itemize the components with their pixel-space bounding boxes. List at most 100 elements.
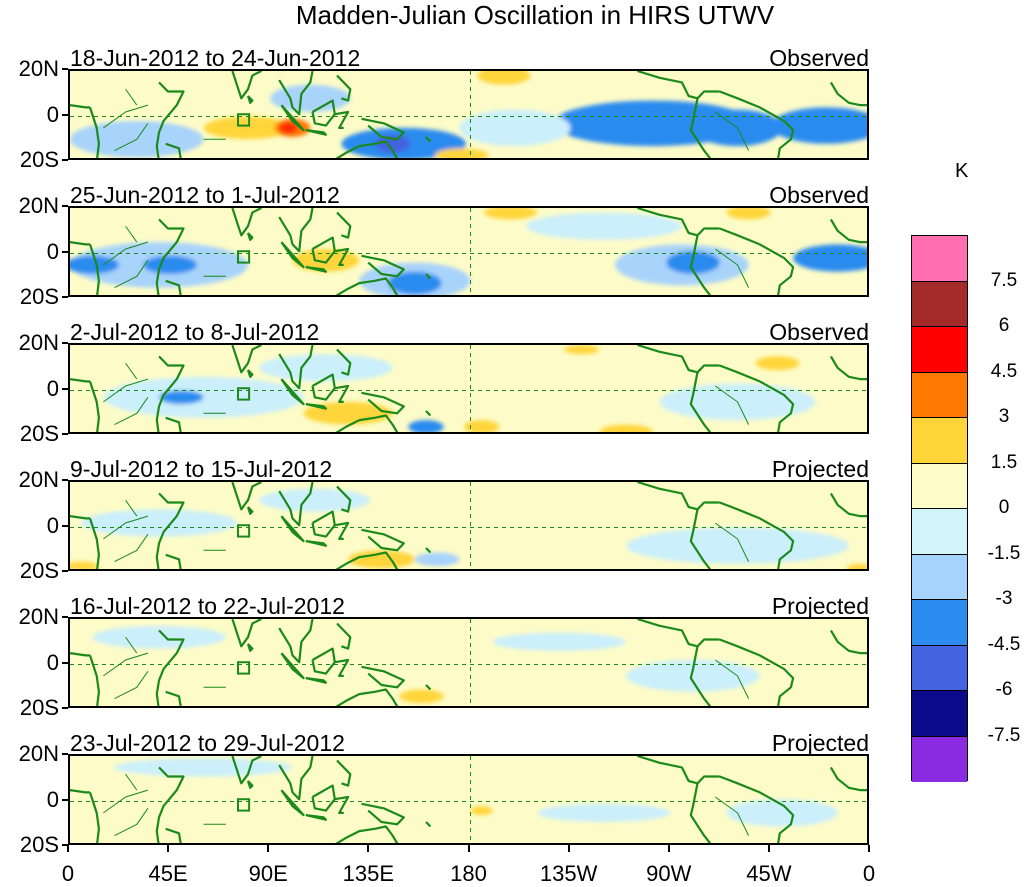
coastline (311, 236, 336, 264)
country-border (125, 225, 138, 243)
coastline (280, 104, 305, 132)
coastline (305, 266, 327, 273)
coastline (246, 506, 254, 515)
coastline (829, 218, 867, 244)
colorbar-swatch (912, 372, 967, 418)
anomaly-region-yellow (483, 208, 538, 220)
colorbar-swatch (912, 509, 967, 555)
anomaly-region-yellow (726, 208, 771, 220)
panel-period-label: 9-Jul-2012 to 15-Jul-2012 (70, 456, 333, 482)
colorbar-label: 1.5 (990, 451, 1018, 473)
coastline (155, 218, 185, 295)
coastline (70, 515, 90, 520)
coastline (278, 71, 314, 116)
y-tick (62, 798, 68, 801)
anomaly-map (70, 756, 867, 843)
y-tick (62, 250, 68, 253)
y-tick-label: 0 (46, 512, 59, 538)
coastline (719, 501, 795, 569)
coastline (165, 690, 182, 706)
coastline (88, 792, 100, 843)
country-border (103, 378, 149, 403)
country-border (103, 789, 149, 814)
y-tick-label: 0 (46, 101, 59, 127)
colorbar-label: -3 (995, 588, 1013, 609)
coastline (335, 414, 399, 432)
coastline (155, 81, 185, 158)
map-panel-3: 2-Jul-2012 to 8-Jul-2012 Observed 20N 0 20S (19, 320, 869, 445)
anomaly-region-yellow (434, 148, 489, 158)
anomaly-region-med-blue (414, 552, 460, 567)
y-tick (62, 753, 68, 755)
coastline (278, 619, 314, 664)
coastline (334, 521, 350, 540)
colorbar-swatch (912, 281, 967, 327)
y-tick (62, 387, 68, 390)
coastline (311, 784, 336, 812)
coastline (719, 364, 795, 432)
coastline (829, 492, 867, 518)
country-border (715, 659, 750, 699)
anomaly-map (70, 345, 867, 432)
country-border (715, 522, 750, 562)
x-tick (868, 845, 870, 852)
panel-status-label: Projected (771, 456, 869, 482)
coastline (88, 244, 100, 295)
coastline (305, 540, 327, 547)
coastline (425, 821, 432, 828)
anomaly-region-med-blue (270, 84, 351, 112)
x-tick-label: 0 (862, 861, 876, 886)
coastline (155, 492, 185, 569)
country-border (103, 652, 149, 677)
coastline (278, 208, 314, 253)
coastline (637, 345, 720, 374)
country-border (114, 534, 149, 563)
coastline (70, 378, 90, 383)
coastline (280, 789, 305, 817)
coastline (311, 99, 336, 127)
anomaly-region-light-blue (81, 509, 237, 537)
coastline (231, 619, 262, 648)
y-tick (62, 844, 68, 846)
coastline (829, 629, 867, 655)
coastline (361, 117, 405, 141)
coastline (88, 655, 100, 706)
anomaly-map (70, 619, 867, 706)
coastline (719, 227, 795, 295)
map-panel-2: 25-Jun-2012 to 1-Jul-2012 Observed 20N 0 20S (19, 183, 869, 308)
coastline (335, 688, 399, 706)
anomaly-region-yellow (755, 356, 800, 371)
y-tick-label: 0 (46, 375, 59, 401)
anomaly-region-yellow (477, 71, 531, 85)
coastline (719, 775, 795, 843)
coastline (425, 410, 432, 417)
country-border (103, 515, 149, 540)
y-tick (62, 113, 68, 116)
anomaly-map (70, 482, 867, 569)
colorbar-label: 3 (998, 406, 1010, 427)
map-plot-area (68, 754, 869, 845)
coastline (335, 140, 399, 158)
coastline (689, 372, 712, 432)
anomaly-map (70, 71, 867, 158)
colorbar-label: -7.5 (987, 724, 1021, 746)
anomaly-region-yellow (846, 563, 867, 569)
anomaly-region-blue (770, 107, 867, 144)
colorbar-label: 0 (998, 497, 1010, 518)
colorbar-swatch (912, 645, 967, 691)
x-tick (167, 845, 170, 852)
coastline (335, 551, 399, 569)
x-tick (567, 845, 570, 852)
panel-period-label: 2-Jul-2012 to 8-Jul-2012 (70, 319, 320, 345)
y-tick-label: 20N (18, 193, 59, 218)
coastline (829, 355, 867, 381)
reference-box (236, 524, 251, 538)
y-tick-label: 20N (18, 604, 59, 629)
coastline (361, 665, 405, 689)
coastline (336, 622, 352, 650)
anomaly-region-light-blue (459, 109, 571, 147)
country-border (114, 808, 149, 837)
y-tick-label: 0 (46, 649, 59, 675)
coastline (155, 629, 185, 706)
anomaly-map (70, 208, 867, 295)
